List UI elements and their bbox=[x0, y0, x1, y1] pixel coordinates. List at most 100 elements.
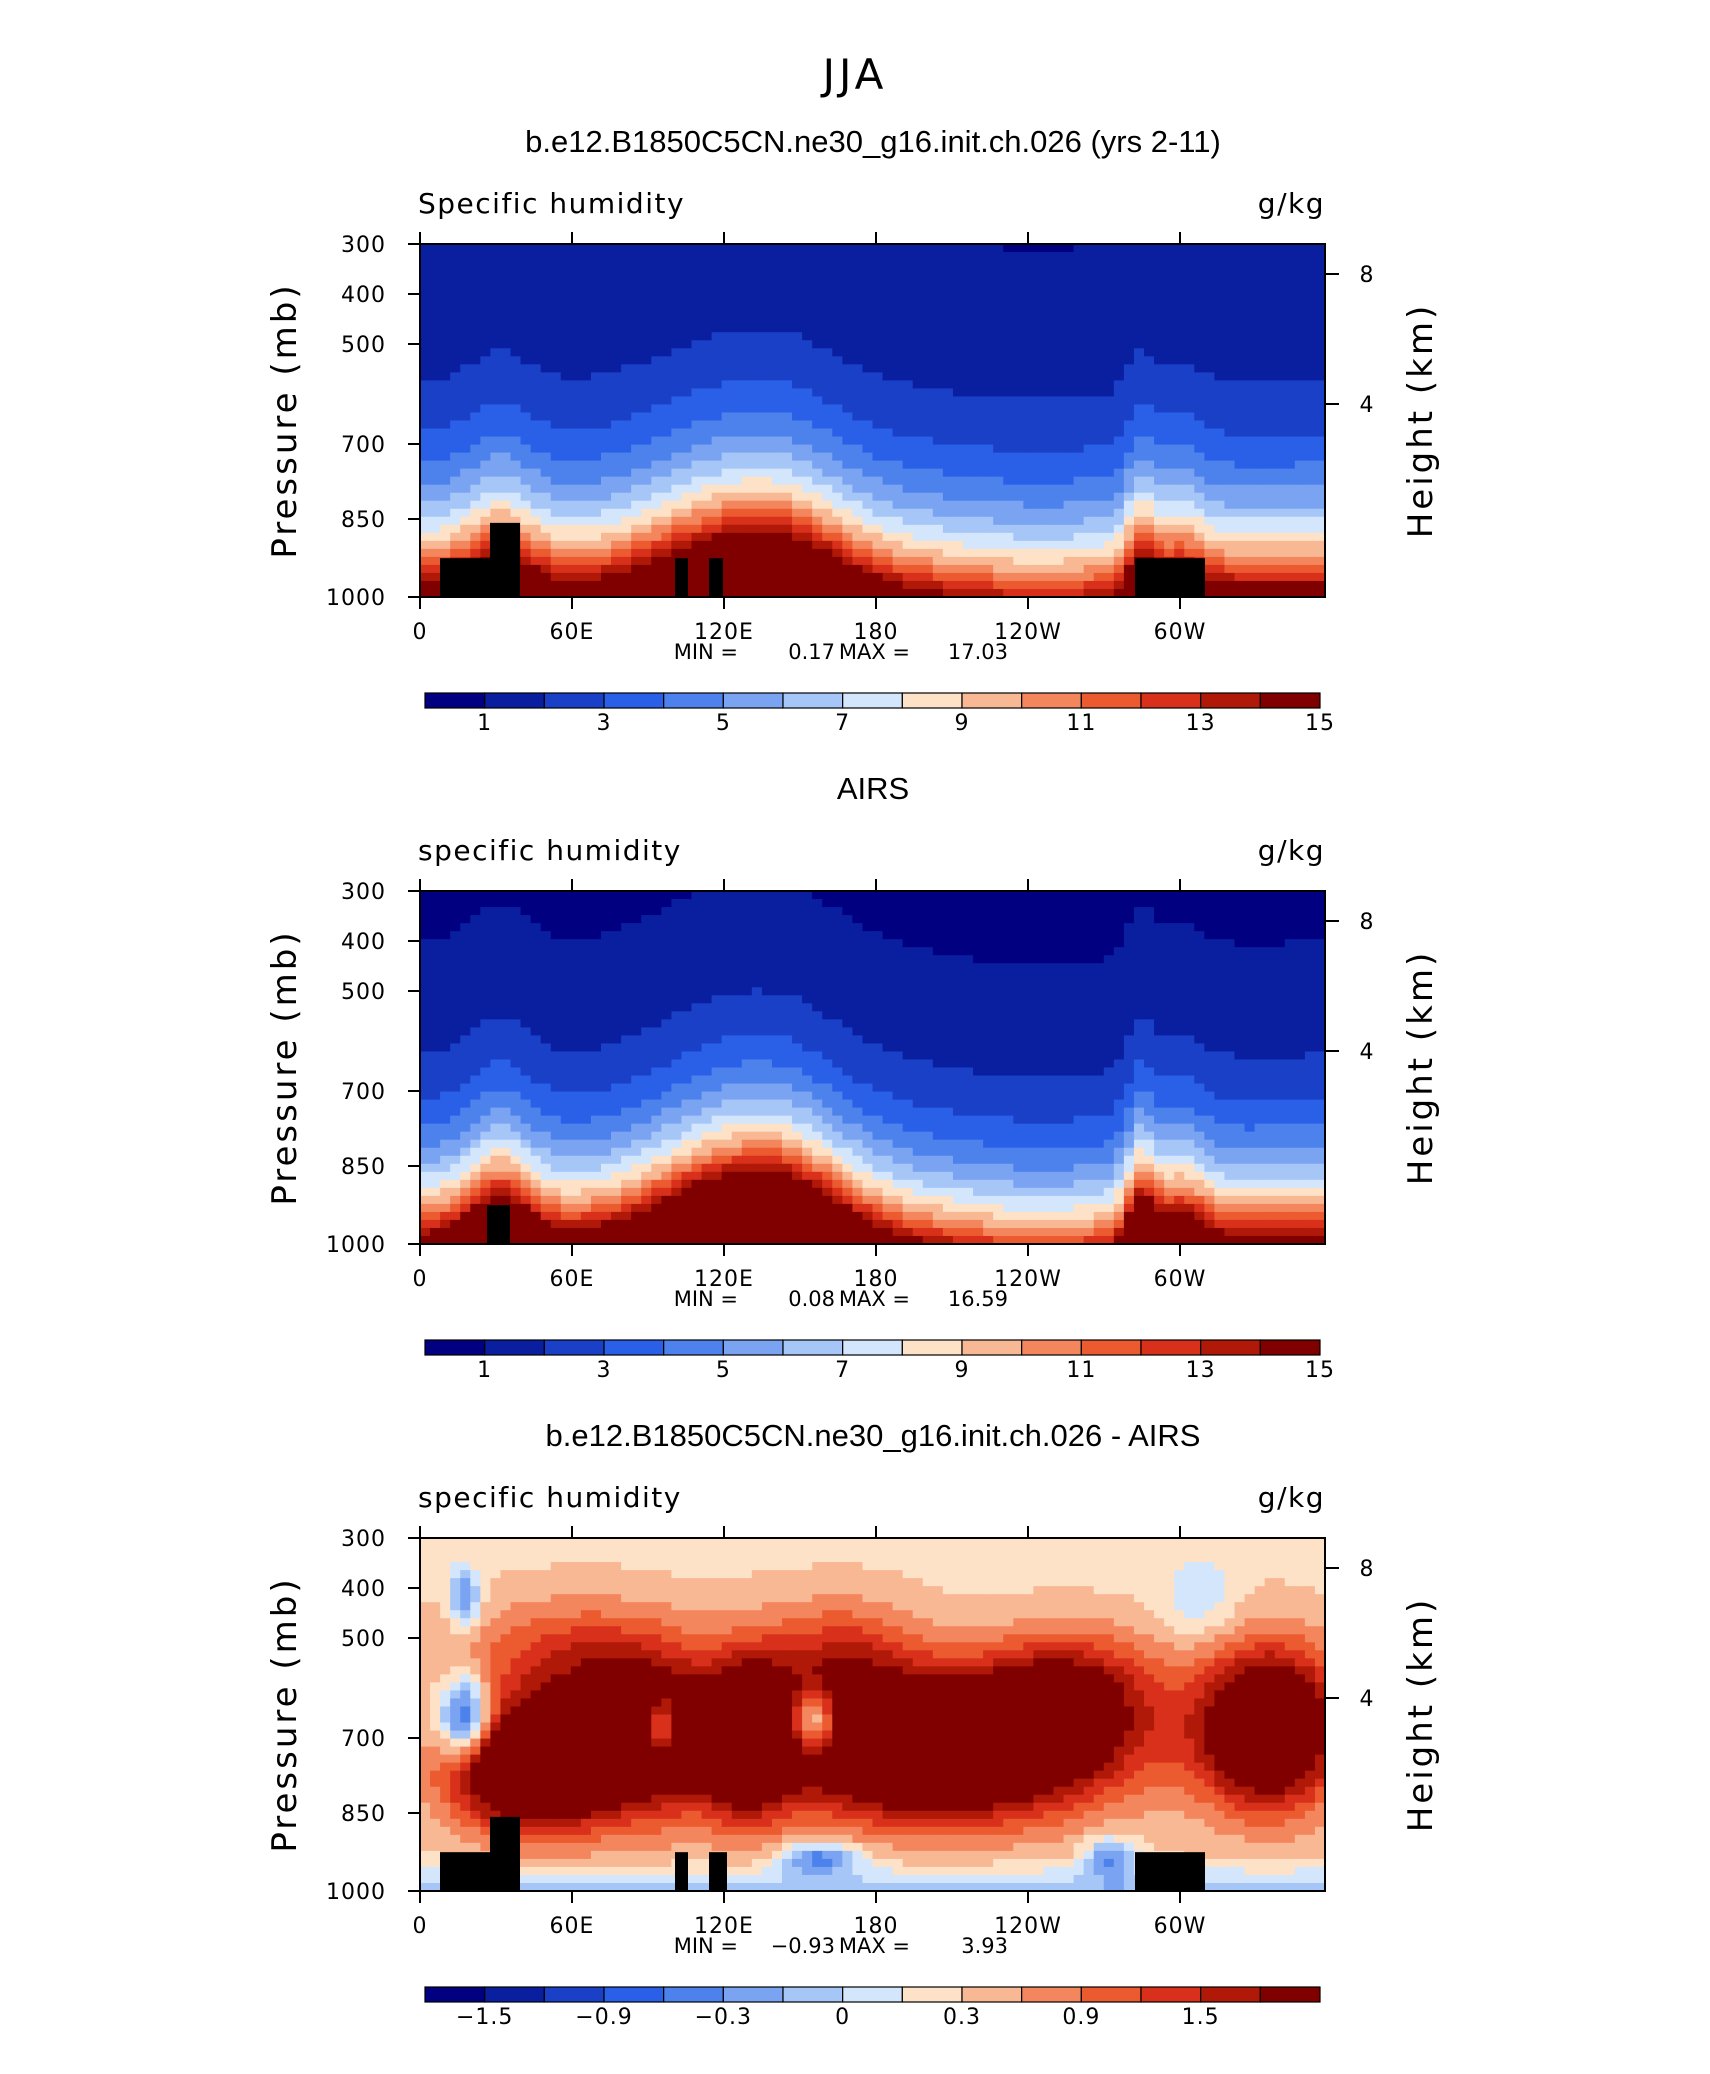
heatmap-field bbox=[420, 1538, 1325, 1891]
colorbar-swatch bbox=[424, 692, 486, 709]
variable-label: specific humidity bbox=[418, 1481, 682, 1514]
colorbar-swatch bbox=[1021, 1986, 1082, 2003]
x-tick-label: 0 bbox=[413, 1267, 428, 1292]
panel-title: AIRS bbox=[837, 771, 909, 806]
colorbar-swatch bbox=[782, 1986, 844, 2003]
surface-block bbox=[490, 522, 520, 597]
y-tick-label: 700 bbox=[341, 1727, 386, 1752]
y-tick-label: 400 bbox=[341, 1577, 386, 1602]
x-tick-label: 120E bbox=[694, 620, 754, 645]
colorbar-swatch bbox=[603, 692, 665, 709]
plot-frame bbox=[419, 890, 1326, 1245]
colorbar-tick-label: 7 bbox=[835, 1358, 850, 1383]
height-tick-label: 4 bbox=[1360, 1040, 1375, 1065]
colorbar-swatch bbox=[722, 1339, 784, 1356]
units-label: g/kg bbox=[1258, 1481, 1325, 1514]
colorbar-swatch bbox=[663, 1339, 724, 1356]
colorbar-tick-label: 11 bbox=[1066, 1358, 1096, 1383]
colorbar-swatch bbox=[901, 692, 963, 709]
max-value: 17.03 bbox=[948, 640, 1008, 664]
x-tick-label: 120W bbox=[994, 1267, 1062, 1292]
x-tick-label: 60E bbox=[550, 1914, 595, 1939]
y-tick-label: 300 bbox=[341, 1527, 386, 1552]
x-tick-label: 120E bbox=[694, 1267, 754, 1292]
surface-block bbox=[1135, 1852, 1205, 1891]
surface-block bbox=[709, 558, 723, 597]
colorbar-swatch bbox=[663, 1986, 724, 2003]
colorbar-tick-label: 0 bbox=[835, 2005, 850, 2030]
colorbar-swatch bbox=[961, 1339, 1023, 1356]
y-tick-label: 1000 bbox=[326, 1233, 386, 1258]
colorbar-tick-label: 7 bbox=[835, 711, 850, 736]
y-tick-label: 850 bbox=[341, 508, 386, 533]
y-tick-label: 850 bbox=[341, 1802, 386, 1827]
colorbar-tick-label: 11 bbox=[1066, 711, 1096, 736]
variable-label: specific humidity bbox=[418, 834, 682, 867]
colorbar-tick-label: −0.3 bbox=[695, 2005, 752, 2030]
colorbar-swatch bbox=[1140, 1986, 1202, 2003]
colorbar-swatch bbox=[1200, 692, 1261, 709]
surface-block bbox=[675, 1852, 688, 1891]
colorbar-swatch bbox=[484, 1986, 545, 2003]
colorbar-swatch bbox=[961, 692, 1023, 709]
plot-frame bbox=[419, 1537, 1326, 1892]
height-tick-label: 4 bbox=[1360, 1687, 1375, 1712]
colorbar-swatch bbox=[901, 1339, 963, 1356]
x-tick-label: 60E bbox=[550, 620, 595, 645]
colorbar-swatch bbox=[722, 692, 784, 709]
colorbar-swatch bbox=[1259, 692, 1321, 709]
x-tick-label: 60W bbox=[1154, 1914, 1207, 1939]
y-tick-label: 1000 bbox=[326, 586, 386, 611]
colorbar-swatch bbox=[1080, 692, 1142, 709]
y-tick-label: 700 bbox=[341, 1080, 386, 1105]
heatmap-field bbox=[420, 244, 1325, 597]
surface-block bbox=[487, 1205, 510, 1244]
colorbar-swatch bbox=[603, 1339, 665, 1356]
colorbar: 1 3 5 7 9 11 13 15 bbox=[424, 1339, 1335, 1383]
colorbar-swatch bbox=[1200, 1339, 1261, 1356]
y-tick-label: 500 bbox=[341, 980, 386, 1005]
max-label: MAX = bbox=[839, 1934, 910, 1958]
colorbar-swatch bbox=[1140, 1339, 1202, 1356]
height-tick-label: 4 bbox=[1360, 393, 1375, 418]
y-axis-title: Pressure (mb) bbox=[265, 929, 305, 1205]
colorbar-swatch bbox=[543, 1986, 605, 2003]
y-axis-title: Pressure (mb) bbox=[265, 282, 305, 558]
colorbar-tick-label: 15 bbox=[1305, 1358, 1335, 1383]
height-tick-label: 8 bbox=[1360, 1557, 1375, 1582]
colorbar-swatch bbox=[842, 692, 903, 709]
y-tick-label: 500 bbox=[341, 1627, 386, 1652]
panel-title: b.e12.B1850C5CN.ne30_g16.init.ch.026 (yr… bbox=[525, 124, 1221, 159]
colorbar-tick-label: 13 bbox=[1186, 711, 1216, 736]
y-axis-title: Pressure (mb) bbox=[265, 1576, 305, 1852]
surface-block bbox=[709, 1852, 727, 1891]
colorbar-tick-label: 1.5 bbox=[1182, 2005, 1220, 2030]
colorbar-swatch bbox=[1200, 1986, 1261, 2003]
colorbar-tick-label: 1 bbox=[477, 711, 492, 736]
max-value: 3.93 bbox=[961, 1934, 1008, 1958]
colorbar-swatch bbox=[543, 1339, 605, 1356]
panel-title: b.e12.B1850C5CN.ne30_g16.init.ch.026 - A… bbox=[546, 1418, 1201, 1453]
y-axis-right-title: Height (km) bbox=[1401, 950, 1441, 1186]
max-label: MAX = bbox=[839, 1287, 910, 1311]
x-tick-label: 60E bbox=[550, 1267, 595, 1292]
colorbar-swatch bbox=[1080, 1339, 1142, 1356]
colorbar-swatch bbox=[1259, 1986, 1321, 2003]
x-tick-label: 0 bbox=[413, 620, 428, 645]
x-tick-label: 0 bbox=[413, 1914, 428, 1939]
x-tick-label: 60W bbox=[1154, 620, 1207, 645]
colorbar-swatch bbox=[782, 1339, 844, 1356]
plot-frame bbox=[419, 243, 1326, 598]
height-tick-label: 8 bbox=[1360, 910, 1375, 935]
colorbar-tick-label: 1 bbox=[477, 1358, 492, 1383]
x-tick-label: 120E bbox=[694, 1914, 754, 1939]
colorbar-tick-label: 3 bbox=[597, 1358, 612, 1383]
colorbar-swatch bbox=[543, 692, 605, 709]
max-value: 16.59 bbox=[948, 1287, 1008, 1311]
colorbar-swatch bbox=[961, 1986, 1023, 2003]
min-value: −0.93 bbox=[771, 1934, 835, 1958]
units-label: g/kg bbox=[1258, 834, 1325, 867]
colorbar-swatch bbox=[663, 692, 724, 709]
height-tick-label: 8 bbox=[1360, 263, 1375, 288]
